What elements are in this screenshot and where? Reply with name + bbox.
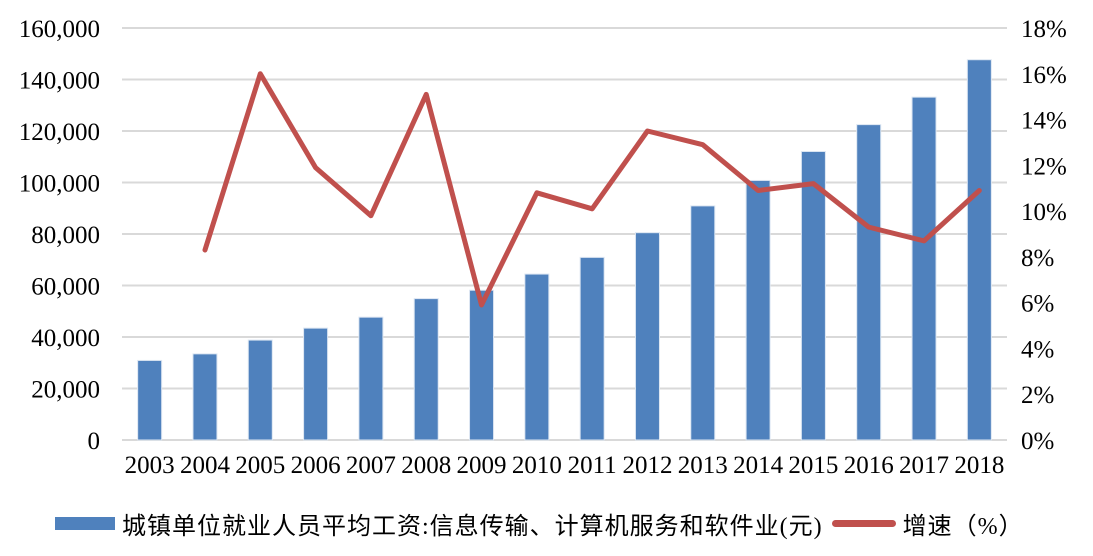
bar-2011	[579, 256, 605, 441]
chart-plot-area: 0 20,000 40,000 60,000 80,000 100,000 120,000 1…	[19, 16, 1067, 479]
bar-series-swatch	[55, 517, 115, 530]
x-axis-year-label: 2013	[678, 452, 728, 479]
line-series-swatch	[831, 520, 896, 527]
legend-item-growth-line: 增速（%）	[831, 506, 1024, 541]
left-axis-tick-label: 60,000	[31, 274, 100, 301]
bar-2009	[469, 289, 495, 441]
right-axis-tick-label: 8%	[1021, 245, 1054, 272]
left-axis-tick-label: 40,000	[31, 325, 100, 352]
right-axis-tick-label: 2%	[1021, 382, 1054, 409]
bar-2014	[745, 179, 771, 441]
x-axis-year-label: 2018	[954, 452, 1004, 479]
left-axis-tick-label: 80,000	[31, 222, 100, 249]
x-axis-year-label: 2006	[291, 452, 341, 479]
x-axis-year-label: 2012	[622, 452, 672, 479]
bar-2012	[634, 232, 660, 441]
bar-2005	[247, 339, 273, 441]
bar-2003	[137, 359, 163, 441]
x-axis-year-label: 2009	[457, 452, 507, 479]
line-series-label: 增速（%）	[902, 514, 1024, 540]
x-axis-year-label: 2004	[180, 452, 231, 479]
bar-2007	[358, 316, 384, 441]
right-axis-tick-label: 4%	[1021, 336, 1054, 363]
x-axis-year-label: 2015	[788, 452, 838, 479]
left-axis-tick-label: 0	[88, 428, 101, 455]
bar-2010	[524, 273, 550, 441]
right-axis-tick-label: 18%	[1021, 16, 1067, 43]
growth-rate-line	[202, 71, 982, 308]
right-axis-tick-label: 10%	[1021, 199, 1067, 226]
left-axis-tick-label: 140,000	[19, 68, 100, 95]
x-axis-year-label: 2011	[568, 452, 617, 479]
x-axis-year-label: 2010	[512, 452, 562, 479]
right-axis-tick-label: 6%	[1021, 291, 1054, 318]
bar-2006	[303, 327, 329, 441]
x-axis-year-label: 2007	[346, 452, 396, 479]
bar-2015	[800, 150, 826, 441]
chart-legend: 城镇单位就业人员平均工资:信息传输、计算机服务和软件业(元) 增速（%）	[0, 506, 1093, 541]
x-axis-year-label: 2003	[125, 452, 175, 479]
right-axis-tick-label: 16%	[1021, 62, 1067, 89]
x-axis-year-label: 2014	[733, 452, 784, 479]
x-axis-year-label: 2017	[899, 452, 949, 479]
x-axis-year-label: 2016	[844, 452, 894, 479]
bar-series-label: 城镇单位就业人员平均工资:信息传输、计算机服务和软件业(元)	[122, 514, 823, 540]
bar-2017	[911, 96, 937, 441]
bar-2018	[966, 59, 992, 441]
bar-2004	[192, 353, 218, 441]
left-axis-tick-label: 120,000	[19, 119, 100, 146]
left-axis-tick-label: 160,000	[19, 16, 100, 43]
right-axis-tick-label: 0%	[1021, 428, 1054, 455]
bar-2008	[413, 298, 439, 441]
bar-2013	[690, 205, 716, 441]
legend-item-wage-bars: 城镇单位就业人员平均工资:信息传输、计算机服务和软件业(元)	[55, 506, 823, 541]
left-axis-tick-label: 20,000	[31, 377, 100, 404]
right-axis-tick-label: 14%	[1021, 108, 1067, 135]
x-axis-year-label: 2008	[401, 452, 451, 479]
left-axis-tick-label: 100,000	[19, 171, 100, 198]
right-axis-tick-label: 12%	[1021, 153, 1067, 180]
x-axis-year-label: 2005	[235, 452, 285, 479]
bar-2016	[856, 124, 882, 441]
